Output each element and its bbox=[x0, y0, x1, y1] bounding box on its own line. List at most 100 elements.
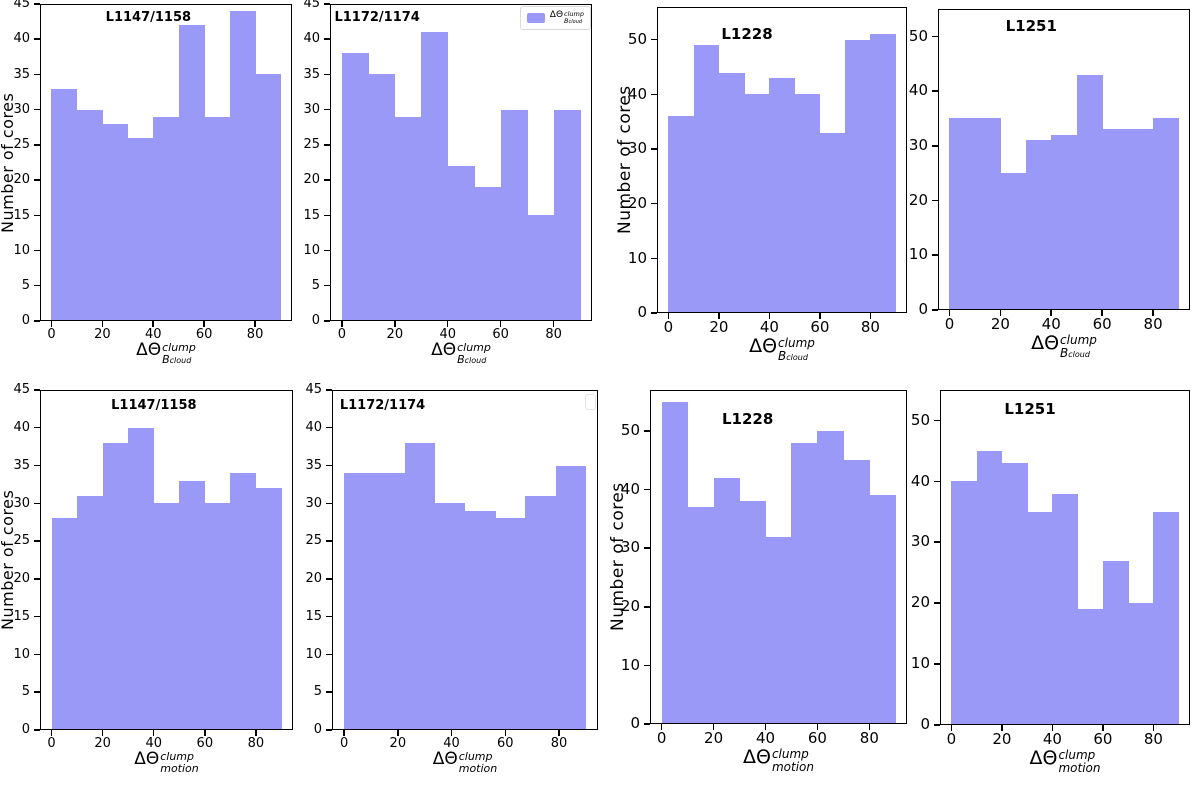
x-axis-label-subscript-base: B bbox=[457, 352, 465, 366]
histogram-panel-l1147-bcloud: L1147/1158 Number of cores ΔΘ clump Bcloud… bbox=[0, 0, 292, 365]
x-tick-mark bbox=[254, 321, 256, 327]
legend-swatch bbox=[526, 12, 545, 23]
x-tick-label: 0 bbox=[656, 729, 667, 747]
y-tick-label: 25 bbox=[13, 137, 30, 153]
histogram-bar bbox=[51, 518, 78, 730]
legend-label-scripts: clump Bcloud bbox=[564, 11, 584, 25]
x-tick-mark bbox=[394, 321, 396, 327]
y-tick-label: 0 bbox=[918, 300, 928, 319]
bars-layer bbox=[40, 390, 293, 730]
y-axis-label: Number of cores bbox=[608, 482, 628, 632]
x-axis-label-base: ΔΘ bbox=[431, 340, 457, 360]
histogram-bar bbox=[344, 473, 375, 730]
x-tick-mark bbox=[660, 724, 663, 730]
y-tick-label: 35 bbox=[13, 66, 30, 82]
y-tick-mark bbox=[34, 284, 40, 287]
histogram-bar bbox=[527, 215, 555, 321]
y-tick-label: 20 bbox=[627, 193, 647, 212]
histogram-bar bbox=[693, 45, 720, 313]
histogram-bar bbox=[845, 39, 871, 313]
x-tick-label: 0 bbox=[944, 315, 955, 333]
y-tick-label: 10 bbox=[627, 248, 647, 267]
y-tick-mark bbox=[324, 179, 330, 181]
y-tick-label: 40 bbox=[908, 81, 928, 100]
x-axis-label-subscript-base: motion bbox=[458, 761, 498, 775]
x-axis-label-base: ΔΘ bbox=[134, 749, 160, 769]
x-tick-mark bbox=[768, 313, 771, 319]
x-tick-label: 80 bbox=[859, 729, 879, 747]
y-tick-label: 5 bbox=[21, 684, 30, 700]
histogram-bar bbox=[976, 450, 1003, 725]
y-tick-label: 20 bbox=[305, 571, 322, 587]
bars-layer bbox=[330, 4, 592, 321]
panel-title: L1147/1158 bbox=[111, 398, 197, 413]
x-axis-label-subscript: motion bbox=[160, 762, 199, 775]
histogram-bar bbox=[434, 503, 466, 730]
x-axis-label-subsubscript: cloud bbox=[1068, 349, 1090, 359]
x-tick-mark bbox=[1102, 725, 1104, 731]
y-tick-mark bbox=[324, 214, 330, 217]
y-tick-label: 40 bbox=[13, 420, 30, 436]
y-tick-label: 0 bbox=[920, 715, 930, 734]
histogram-bar bbox=[1076, 74, 1103, 310]
x-axis-label-subscript: motion bbox=[1058, 761, 1100, 775]
x-axis-label-subscript: Bcloud bbox=[778, 349, 815, 363]
y-tick-mark bbox=[34, 38, 40, 40]
histogram-bar bbox=[1001, 463, 1028, 725]
histogram-bar bbox=[1102, 560, 1129, 725]
y-tick-label: 40 bbox=[627, 84, 647, 103]
x-tick-label: 60 bbox=[195, 327, 213, 342]
histogram-bar bbox=[368, 74, 396, 321]
y-tick-mark bbox=[644, 723, 650, 725]
histogram-bar bbox=[794, 94, 821, 313]
histogram-bar bbox=[869, 495, 896, 724]
y-tick-label: 50 bbox=[620, 421, 640, 440]
y-tick-label: 10 bbox=[13, 242, 30, 258]
y-tick-label: 20 bbox=[908, 190, 928, 209]
x-tick-mark bbox=[450, 730, 453, 736]
y-tick-mark bbox=[644, 664, 650, 667]
y-tick-label: 10 bbox=[303, 242, 320, 258]
y-tick-mark bbox=[651, 148, 657, 150]
x-tick-label: 20 bbox=[386, 327, 404, 342]
y-tick-mark bbox=[34, 214, 40, 217]
x-tick-mark bbox=[341, 321, 343, 327]
x-tick-label: 60 bbox=[1093, 730, 1113, 748]
y-tick-mark bbox=[34, 249, 40, 252]
y-tick-label: 45 bbox=[305, 382, 322, 398]
x-tick-mark bbox=[50, 730, 53, 736]
y-tick-mark bbox=[326, 653, 332, 656]
panel-title: L1228 bbox=[722, 410, 774, 428]
y-tick-label: 40 bbox=[13, 31, 30, 47]
x-axis-label-base: ΔΘ bbox=[432, 749, 458, 769]
x-axis-label-superscript: clump bbox=[160, 750, 195, 763]
y-tick-label: 20 bbox=[13, 571, 30, 587]
x-tick-mark bbox=[718, 313, 720, 319]
x-tick-mark bbox=[869, 313, 872, 319]
x-tick-mark bbox=[343, 730, 345, 736]
y-tick-label: 30 bbox=[13, 495, 30, 511]
x-tick-label: 80 bbox=[1143, 315, 1163, 333]
y-tick-mark bbox=[932, 90, 938, 92]
y-tick-mark bbox=[934, 419, 940, 422]
histogram-bar bbox=[1051, 134, 1078, 310]
x-tick-label: 60 bbox=[810, 318, 830, 336]
histogram-bar bbox=[1102, 129, 1129, 310]
x-tick-mark bbox=[667, 313, 670, 319]
histogram-bar bbox=[687, 507, 715, 724]
x-axis-label-scripts: clump Bcloud bbox=[457, 342, 491, 365]
x-tick-label: 0 bbox=[339, 736, 349, 751]
y-tick-mark bbox=[324, 284, 330, 287]
histogram-bar bbox=[374, 473, 406, 730]
y-tick-label: 45 bbox=[303, 0, 320, 12]
y-tick-label: 20 bbox=[620, 597, 640, 615]
x-tick-label: 60 bbox=[196, 736, 214, 751]
x-axis-label: ΔΘ clump motion bbox=[40, 751, 293, 774]
y-tick-mark bbox=[651, 202, 657, 205]
x-tick-label: 60 bbox=[1092, 315, 1112, 333]
x-tick-label: 0 bbox=[663, 318, 674, 336]
histogram-bar bbox=[744, 94, 770, 313]
y-tick-mark bbox=[324, 249, 330, 252]
x-tick-mark bbox=[868, 724, 871, 730]
y-tick-mark bbox=[326, 502, 332, 505]
